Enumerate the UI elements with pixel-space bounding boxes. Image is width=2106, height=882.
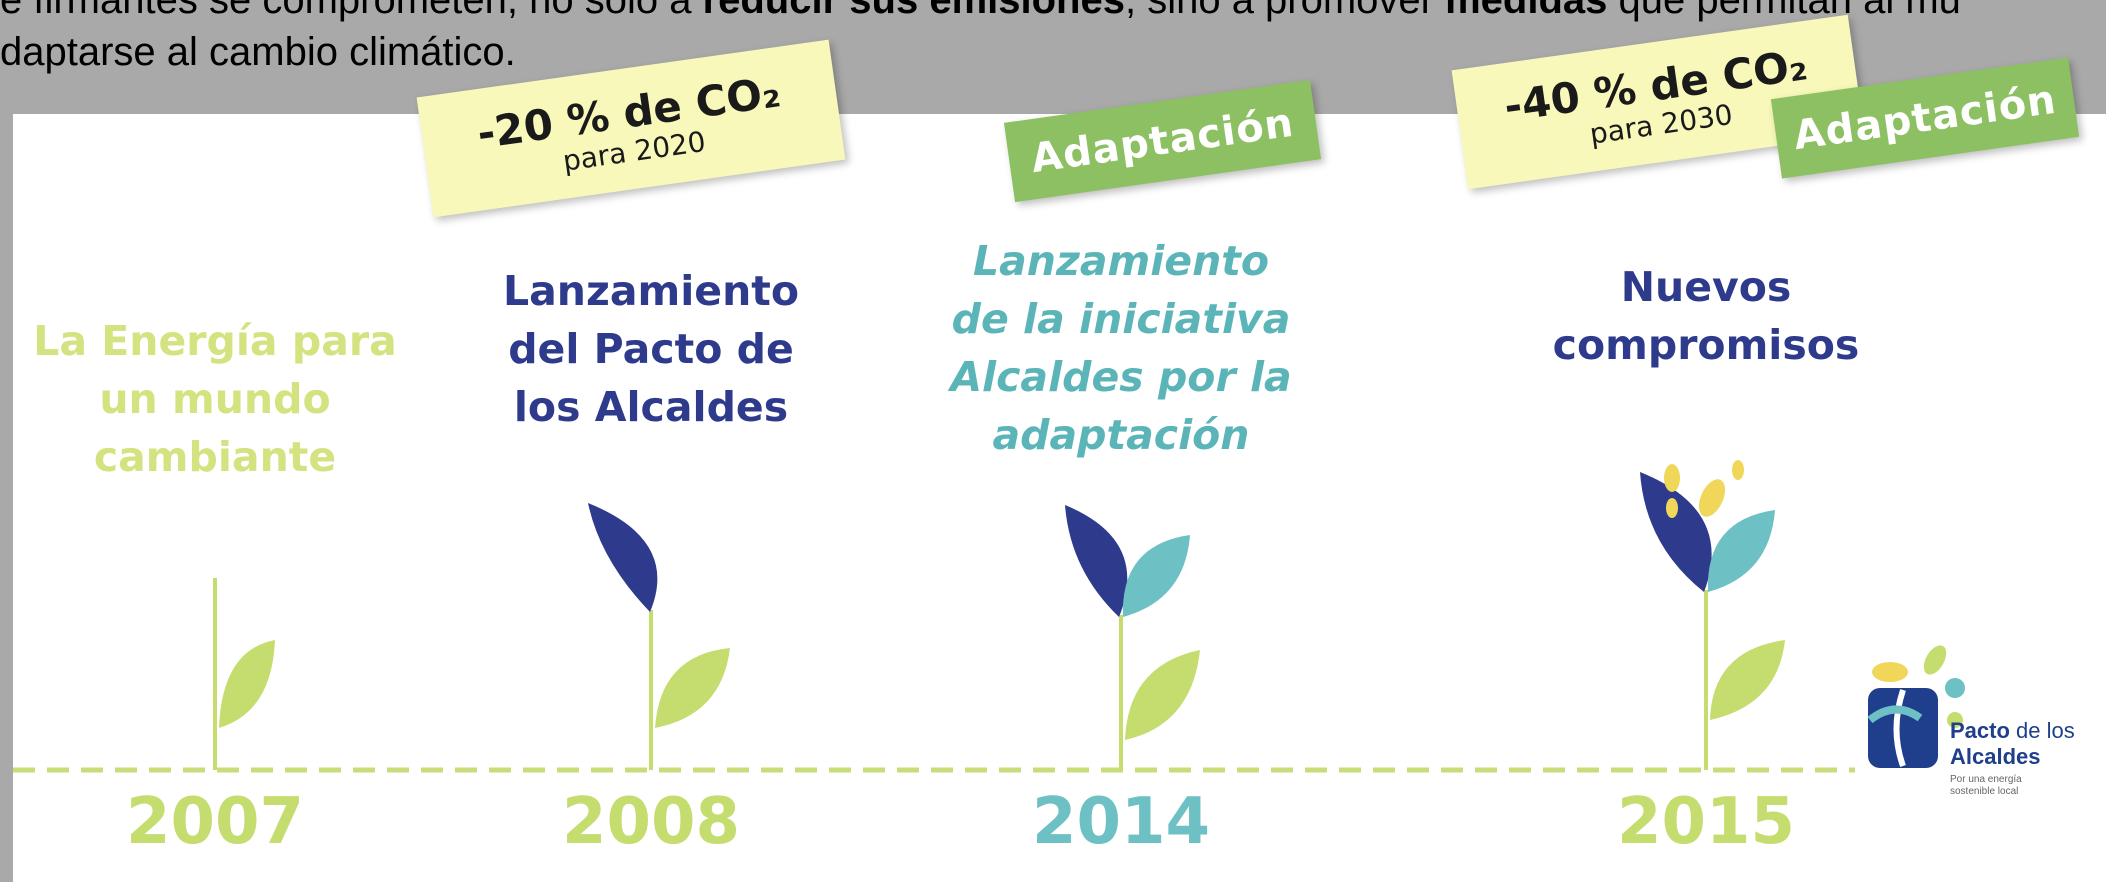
logo-tagline: sostenible local — [1950, 786, 2018, 797]
plant-2014 — [1065, 505, 1200, 770]
event-title-line: compromisos — [1496, 316, 1916, 374]
event-year: 2007 — [95, 785, 335, 859]
logo-word: Alcaldes — [1950, 744, 2041, 770]
page: e firmantes se comprometen, no solo a re… — [0, 0, 2106, 882]
event-title-line: Nuevos — [1496, 258, 1916, 316]
event-title-line: Alcaldes por la — [911, 348, 1331, 406]
event-title-line: un mundo — [5, 370, 425, 428]
logo-word: de los — [2016, 718, 2075, 743]
event-title-line: La Energía para — [5, 312, 425, 370]
logo-tagline: Por una energía — [1950, 774, 2022, 785]
event-title-line: Lanzamiento — [441, 262, 861, 320]
plant-2008 — [588, 503, 730, 770]
logo-word: Pacto — [1950, 718, 2010, 743]
event-title-line: Lanzamiento — [911, 232, 1331, 290]
event-title-line: cambiante — [5, 428, 425, 486]
event-year: 2008 — [531, 785, 771, 859]
event-title-line: de la iniciativa — [911, 290, 1331, 348]
event-year: 2015 — [1586, 785, 1826, 859]
logo-name: Pacto de los — [1950, 718, 2075, 744]
event-title-line: los Alcaldes — [441, 378, 861, 436]
plant-2015 — [1640, 460, 1785, 770]
event-year: 2014 — [1001, 785, 1241, 859]
plant-2007 — [215, 578, 275, 770]
event-title-line: adaptación — [911, 406, 1331, 464]
event-title-line: del Pacto de — [441, 320, 861, 378]
